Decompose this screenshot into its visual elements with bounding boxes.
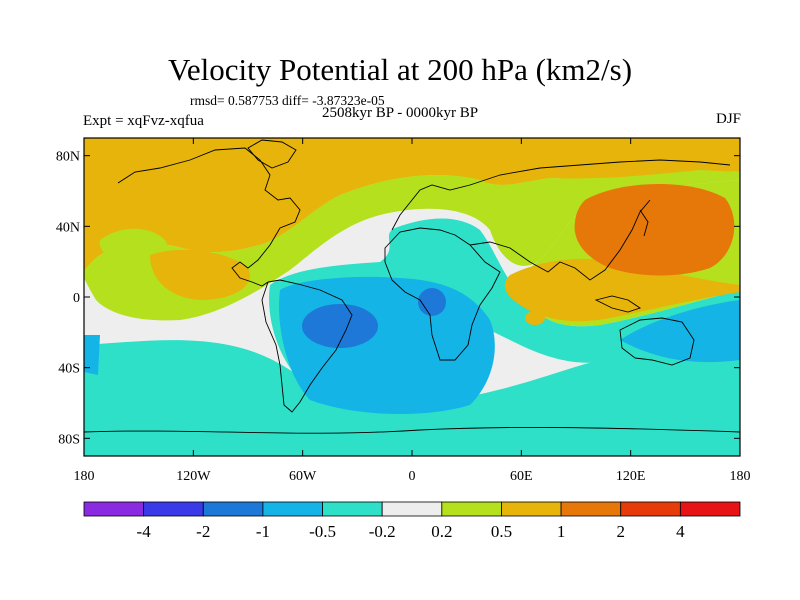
field-pos-strong-siberia: [574, 183, 735, 276]
y-tick-label: 40S: [58, 362, 80, 377]
x-tick-label: 180: [74, 469, 95, 484]
colorbar-label: 0.2: [431, 522, 452, 541]
coast-asia-south: [469, 199, 651, 281]
field-neg-strong-africa: [418, 288, 446, 316]
x-tick-label: 60W: [289, 469, 317, 484]
coastlines: [84, 139, 740, 434]
field-pos-indian: [504, 258, 740, 322]
field-pos-indian-spot: [525, 311, 545, 325]
period-label: 2508kyr BP - 0000kyr BP: [322, 105, 479, 121]
field-pos-weak-band: [84, 170, 740, 321]
coast-japan: [639, 209, 649, 237]
field-pos-epacific: [150, 249, 250, 300]
coast-south-america: [261, 279, 353, 413]
field-neg-australia: [620, 300, 740, 363]
field-neg-west-edge: [84, 335, 100, 375]
y-tick-label: 0: [73, 291, 80, 306]
colorbar-swatch: [83, 501, 145, 517]
colorbar-label: -1: [256, 522, 270, 541]
x-tick-label: 120E: [616, 469, 646, 484]
colorbar-swatch: [620, 501, 681, 517]
colorbar-label: -2: [196, 522, 210, 541]
page-title: Velocity Potential at 200 hPa (km2/s): [167, 52, 633, 87]
x-tick-label: 0: [409, 469, 416, 484]
coast-greenland: [247, 139, 297, 169]
y-tick-label: 80S: [58, 432, 80, 447]
field-neg-strong-samerica: [302, 304, 378, 348]
x-tick-label: 120W: [176, 469, 211, 484]
colorbar-swatch: [202, 501, 264, 517]
y-axis: 80N 40N 0 40S 80S: [56, 150, 740, 447]
coast-indonesia: [594, 295, 642, 313]
colorbar-label: 0.5: [491, 522, 512, 541]
colorbar-swatch: [501, 501, 562, 517]
colorbar-swatch: [381, 501, 443, 517]
colorbar-swatch: [679, 501, 741, 517]
field-neg-weak-south: [84, 300, 740, 456]
y-tick-label: 40N: [56, 220, 80, 235]
x-axis: 180 120W 60W 0 60E 120E 180: [74, 138, 751, 484]
coast-eurasia-north: [391, 159, 731, 231]
coast-north-america: [117, 147, 301, 287]
colorbar-swatch: [143, 501, 204, 517]
coast-africa: [384, 227, 501, 361]
experiment-label: Expt = xqFvz-xqfua: [83, 113, 204, 129]
field-pos-arctic: [84, 138, 550, 245]
colorbar-swatch: [322, 501, 383, 517]
colorbar-swatch: [441, 501, 502, 517]
coast-australia: [619, 317, 695, 366]
colorbar-label: 4: [676, 522, 685, 541]
colorbar-label: 2: [616, 522, 625, 541]
y-tick-label: 80N: [56, 150, 80, 165]
velocity-potential-field: [84, 138, 740, 456]
x-tick-label: 60E: [510, 469, 533, 484]
colorbar-label: -0.2: [369, 522, 396, 541]
colorbar-swatch: [262, 501, 323, 517]
coast-antarctica: [84, 426, 740, 434]
stats-text: rmsd= 0.587753 diff= -3.87323e-05: [190, 93, 385, 108]
colorbar-label: 1: [557, 522, 566, 541]
x-tick-label: 180: [730, 469, 751, 484]
colorbar-swatch: [560, 501, 622, 517]
season-label: DJF: [715, 111, 741, 127]
colorbar-label: -4: [137, 522, 152, 541]
field-neg-atlantic: [279, 276, 495, 415]
colorbar-label: -0.5: [309, 522, 336, 541]
colorbar: -4 -2 -1 -0.5 -0.2 0.2 0.5 1 2 4: [83, 501, 741, 541]
